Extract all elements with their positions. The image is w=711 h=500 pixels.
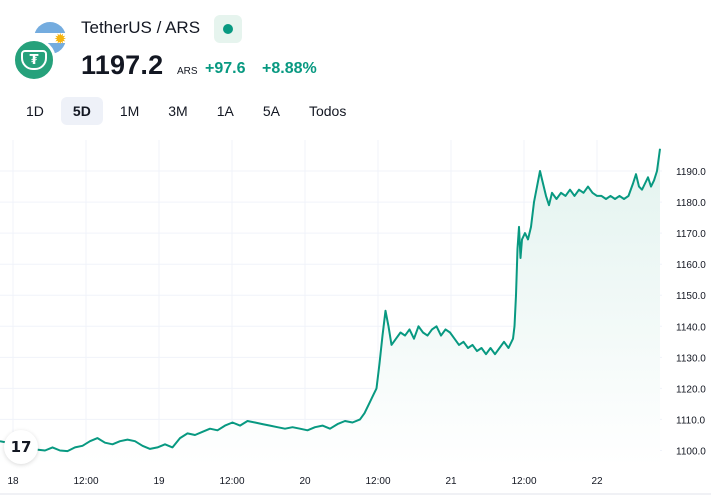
price-change-percent: +8.88% [262,60,317,77]
price-change: +97.6 [205,60,246,77]
tab-todos[interactable]: Todos [308,103,347,119]
market-open-dot-icon [223,24,233,34]
y-tick-label: 1100.0 [676,446,706,457]
tether-logo-icon: ₮ [12,38,56,82]
y-tick-label: 1180.0 [676,198,706,209]
price-area [0,148,660,466]
price-currency: ARS [177,66,198,77]
y-tick-label: 1120.0 [676,384,706,395]
tab-5a[interactable]: 5A [262,103,280,119]
price-line [0,148,661,453]
y-tick-label: 1140.0 [676,322,706,333]
y-tick-label: 1110.0 [676,415,706,426]
tab-5d[interactable]: 5D [60,97,103,125]
symbol-title[interactable]: TetherUS / ARS [81,18,201,37]
x-tick-label: 12:00 [511,476,536,487]
y-tick-label: 1150.0 [676,291,706,302]
tether-mark: ₮ [21,50,47,70]
x-tick-label: 18 [7,476,19,487]
sun-icon: ✹ [54,30,67,48]
tab-1m[interactable]: 1M [119,103,140,119]
tradingview-logo-icon[interactable]: 17 [4,430,38,464]
x-tick-label: 21 [445,476,457,487]
market-status-chip[interactable] [214,15,242,43]
y-tick-label: 1160.0 [676,260,706,271]
tab-1a[interactable]: 1A [216,103,234,119]
y-tick-label: 1130.0 [676,353,706,364]
tab-3m[interactable]: 3M [168,103,188,119]
x-tick-label: 12:00 [365,476,390,487]
range-tabs: 1D 5D 1M 3M 1A 5A Todos [14,97,363,125]
x-tick-label: 12:00 [219,476,244,487]
last-price: 1197.2 [81,50,164,80]
pair-logo: ✹ ₮ [12,16,74,82]
tab-1d[interactable]: 1D [26,103,44,119]
x-tick-label: 19 [153,476,165,487]
symbol-header: ✹ ₮ TetherUS / ARS 1197.2 ARS +97.6 +8.8… [12,14,702,94]
x-tick-label: 22 [591,476,603,487]
x-tick-label: 20 [299,476,311,487]
y-tick-label: 1190.0 [676,167,706,178]
price-chart[interactable]: 1100.0 1110.0 1120.0 1130.0 1140.0 1150.0 1160… [0,140,711,500]
y-tick-label: 1170.0 [676,229,706,240]
x-tick-label: 12:00 [73,476,98,487]
